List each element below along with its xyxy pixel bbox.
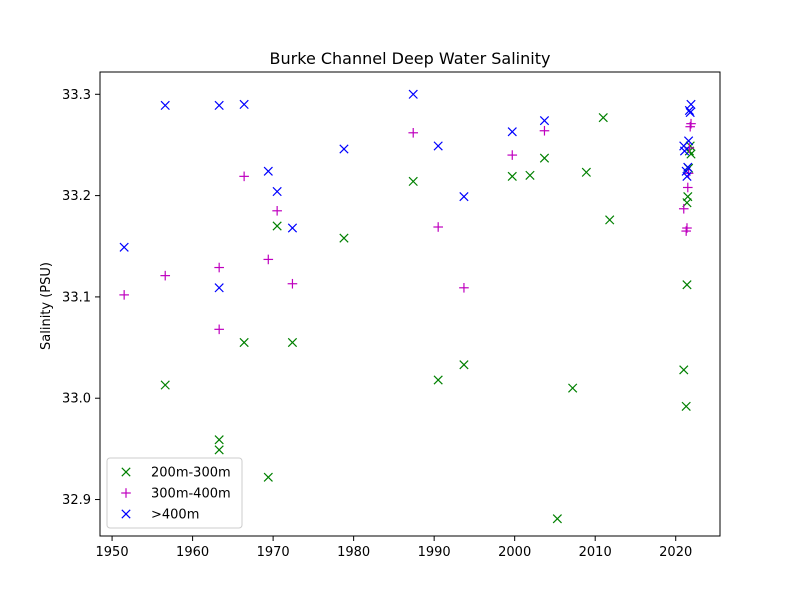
- data-point: [459, 191, 469, 202]
- data-point: [507, 150, 518, 160]
- data-point: [263, 254, 274, 265]
- data-point: [239, 171, 249, 182]
- x-axis-ticks: 1950 1960 1970 1980 1990 2000 2010 2020: [96, 536, 692, 560]
- y-tick-label: 33.2: [62, 189, 91, 204]
- data-point: [287, 223, 298, 233]
- data-point: [214, 445, 224, 455]
- data-point: [408, 176, 418, 187]
- data-point: [539, 125, 550, 136]
- x-tick-label: 1980: [337, 545, 370, 560]
- data-point: [214, 100, 224, 111]
- data-point: [160, 380, 170, 390]
- y-axis-ticks: 32.9 33.0 33.1 33.2 33.3: [62, 88, 100, 508]
- data-point: [581, 167, 591, 177]
- data-point: [214, 435, 224, 445]
- data-point: [682, 223, 692, 233]
- data-point: [214, 283, 224, 293]
- y-tick-label: 33.1: [62, 290, 91, 305]
- legend-box: [106, 457, 243, 529]
- data-point: [459, 360, 469, 370]
- data-point: [272, 205, 282, 216]
- data-point: [160, 270, 171, 281]
- data-point: [408, 89, 418, 99]
- data-point: [287, 337, 298, 348]
- y-tick-label: 33.3: [62, 88, 91, 103]
- x-tick-label: 2000: [498, 545, 531, 560]
- data-point: [568, 383, 578, 393]
- x-tick-label: 1960: [176, 545, 209, 560]
- legend: 200m-300m 300m-400m >400m: [106, 457, 243, 529]
- data-point: [681, 401, 691, 411]
- data-point: [685, 107, 695, 118]
- data-point: [239, 99, 249, 110]
- y-tick-label: 33.0: [62, 392, 91, 407]
- data-point: [214, 262, 224, 273]
- data-point: [239, 337, 249, 348]
- data-point: [682, 280, 692, 290]
- data-point: [679, 365, 689, 375]
- legend-marker: [121, 488, 131, 498]
- data-point: [525, 170, 535, 180]
- data-point: [686, 149, 696, 159]
- data-point: [507, 127, 517, 137]
- data-point: [214, 324, 224, 335]
- y-axis-label: Salinity (PSU): [39, 262, 54, 350]
- data-point: [433, 375, 443, 385]
- data-point: [339, 144, 349, 154]
- x-tick-label: 1970: [257, 545, 290, 560]
- legend-entry: 200m-300m: [121, 466, 231, 481]
- series-0: [160, 112, 696, 524]
- data-point: [684, 105, 695, 116]
- legend-label: 300m-400m: [151, 487, 231, 502]
- data-point: [433, 141, 443, 151]
- legend-entry: 300m-400m: [121, 487, 231, 502]
- data-point: [433, 222, 443, 232]
- x-tick-label: 1950: [96, 545, 129, 560]
- data-point: [598, 112, 608, 123]
- data-point: [459, 282, 469, 293]
- data-point: [678, 203, 689, 214]
- data-point: [683, 162, 693, 172]
- data-point: [539, 116, 550, 126]
- data-point: [679, 146, 690, 156]
- data-point: [686, 99, 696, 110]
- data-point: [507, 171, 517, 181]
- data-point: [682, 182, 693, 193]
- data-point: [263, 472, 273, 482]
- data-point: [272, 186, 282, 197]
- data-point: [605, 215, 615, 225]
- data-point: [119, 290, 129, 300]
- data-point: [682, 171, 692, 181]
- chart-title: Burke Channel Deep Water Salinity: [270, 49, 551, 68]
- legend-entry: >400m: [121, 508, 199, 523]
- x-tick-label: 1990: [418, 545, 451, 560]
- data-point: [686, 118, 696, 129]
- data-point: [408, 127, 419, 138]
- data-point: [552, 514, 562, 524]
- series-2: [119, 89, 696, 293]
- data-point: [287, 278, 298, 289]
- data-point: [539, 153, 550, 163]
- data-point: [339, 233, 349, 243]
- data-point: [272, 221, 282, 231]
- legend-marker: [121, 467, 131, 477]
- legend-label: 200m-300m: [151, 466, 231, 481]
- y-tick-label: 32.9: [62, 493, 91, 508]
- plot-frame: [99, 71, 721, 537]
- data-point: [160, 100, 170, 111]
- legend-marker: [121, 509, 131, 519]
- plot-marks: [119, 89, 696, 524]
- series-1: [119, 118, 696, 335]
- data-point: [263, 166, 273, 176]
- x-tick-label: 2020: [659, 545, 692, 560]
- x-tick-label: 2010: [579, 545, 612, 560]
- data-point: [683, 136, 694, 146]
- legend-label: >400m: [151, 508, 199, 523]
- data-point: [683, 191, 693, 202]
- data-point: [119, 242, 129, 252]
